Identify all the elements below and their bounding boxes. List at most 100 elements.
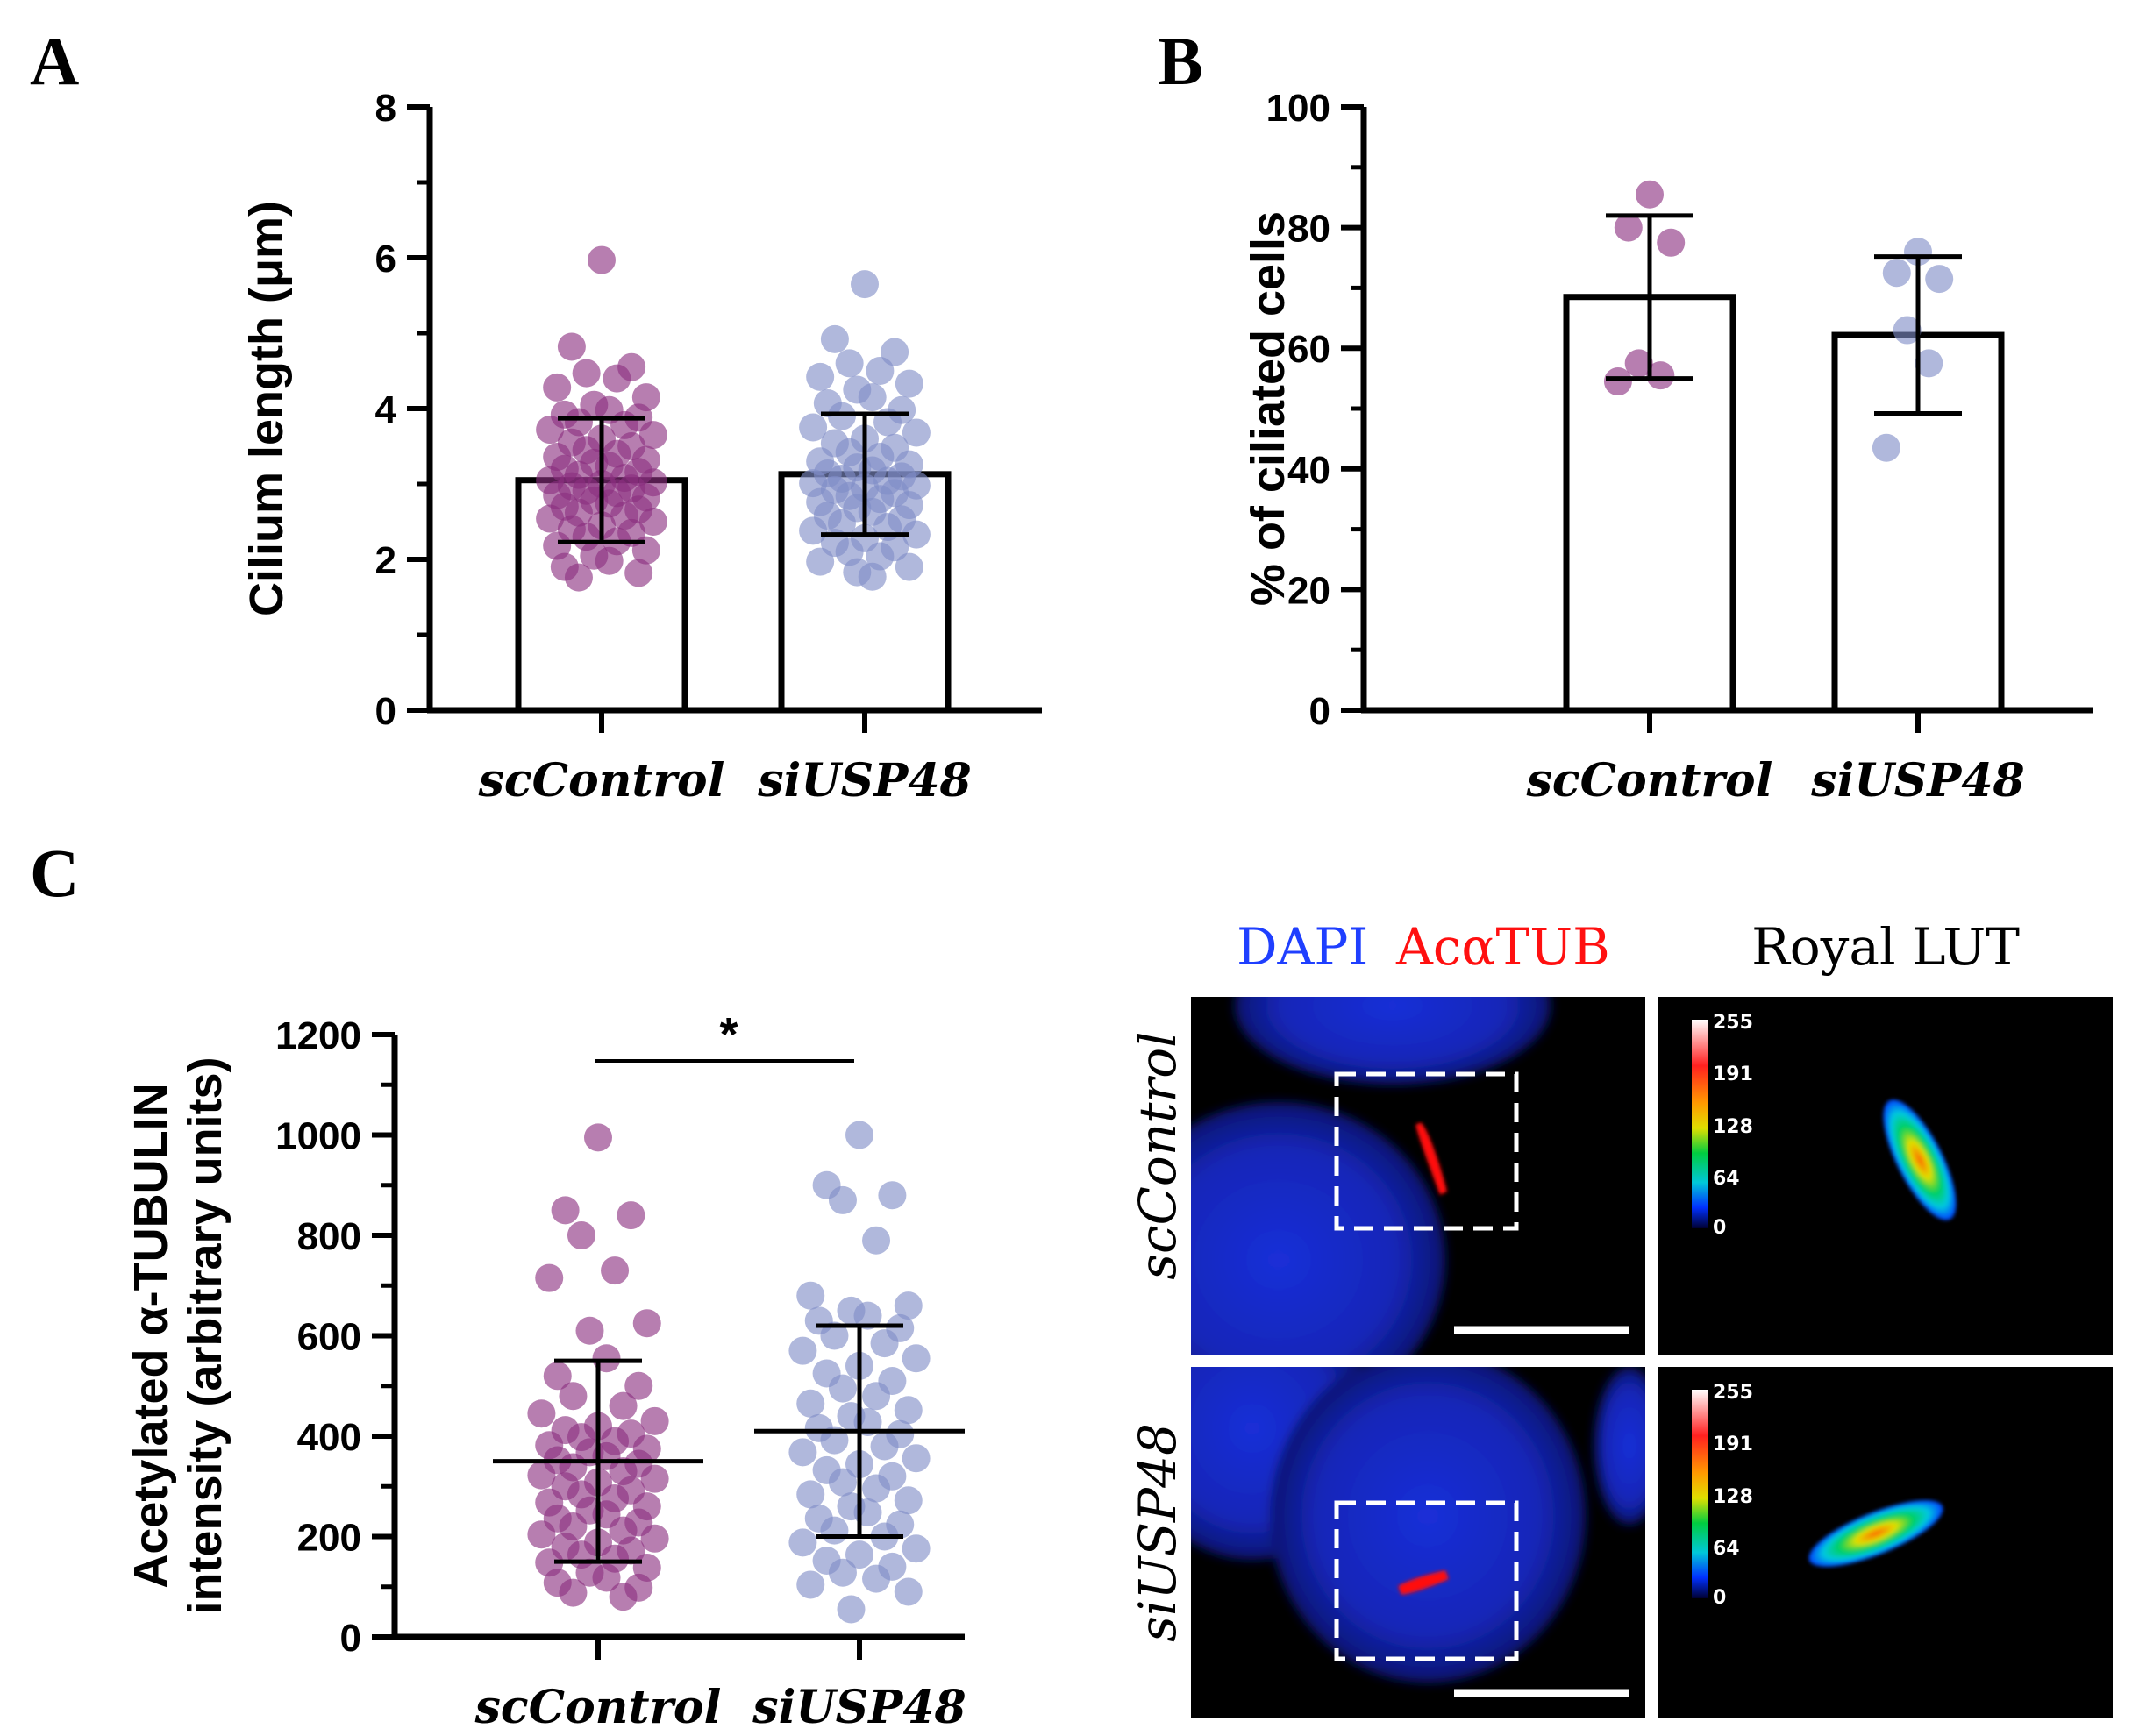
cbar-label-0: 0	[1713, 1587, 1726, 1609]
panel-letter-b: B	[1158, 23, 1203, 99]
data-point-sccontrol	[640, 1524, 669, 1553]
data-point-siusp48	[881, 338, 909, 366]
data-point-siusp48	[895, 369, 923, 398]
data-point-siusp48	[858, 562, 887, 591]
data-point-siusp48	[1925, 265, 1954, 294]
data-point-siusp48	[837, 1595, 866, 1624]
y-tick-label: 2	[375, 539, 396, 582]
data-point-siusp48	[796, 1281, 825, 1310]
data-point-sccontrol	[595, 546, 624, 575]
data-point-sccontrol	[527, 1461, 556, 1490]
micrograph-siusp48-merge	[1191, 1367, 1645, 1718]
data-point-sccontrol	[1624, 349, 1653, 378]
cbar-label-64: 64	[1713, 1168, 1740, 1190]
data-point-sccontrol	[527, 1399, 556, 1428]
data-point-siusp48	[894, 1396, 923, 1425]
significance-marker: *	[719, 1008, 738, 1061]
y-axis-label-line2: intensity (arbitrary units)	[179, 1057, 232, 1614]
data-point-sccontrol	[543, 373, 572, 402]
colorbar-sccontrol	[1692, 1020, 1708, 1228]
data-point-siusp48	[799, 516, 828, 545]
data-point-sccontrol	[592, 1563, 621, 1592]
y-tick-label: 20	[1287, 569, 1330, 612]
data-point-sccontrol	[551, 1196, 580, 1225]
data-point-siusp48	[878, 1181, 907, 1210]
data-point-sccontrol	[1603, 367, 1632, 396]
data-point-sccontrol	[557, 332, 586, 361]
data-point-siusp48	[902, 418, 931, 447]
data-point-siusp48	[853, 1301, 882, 1330]
data-point-siusp48	[806, 547, 835, 576]
data-point-siusp48	[828, 1558, 857, 1587]
data-point-siusp48	[788, 1438, 817, 1467]
data-point-sccontrol	[601, 1256, 630, 1285]
row-label-siusp48: siUSP48	[1128, 1423, 1187, 1642]
data-point-siusp48	[796, 1480, 825, 1509]
panel-letter-c: C	[30, 835, 79, 911]
data-point-sccontrol	[1657, 228, 1686, 257]
panel-letter-a: A	[30, 23, 79, 99]
data-point-siusp48	[835, 349, 864, 378]
y-tick-label: 0	[1309, 690, 1330, 733]
data-point-siusp48	[1872, 433, 1900, 462]
data-point-siusp48	[862, 1474, 891, 1503]
data-point-sccontrol	[609, 1391, 638, 1420]
y-tick-label: 1000	[275, 1115, 361, 1158]
data-point-sccontrol	[559, 1578, 588, 1607]
data-point-siusp48	[845, 1121, 873, 1149]
data-point-siusp48	[820, 1321, 849, 1350]
y-tick-label: 400	[297, 1416, 361, 1459]
data-point-sccontrol	[640, 1464, 669, 1493]
data-point-sccontrol	[640, 1406, 669, 1435]
y-axis-label: Cilium length (μm)	[240, 201, 293, 616]
cbar-label-191: 191	[1713, 1434, 1753, 1455]
data-point-siusp48	[788, 1528, 817, 1557]
x-category-label-siusp48: siUSP48	[1810, 754, 2024, 808]
cbar-label-64: 64	[1713, 1538, 1740, 1560]
data-point-sccontrol	[564, 563, 593, 592]
micrograph-sccontrol-lut: 255 191 128 64 0	[1658, 997, 2113, 1355]
data-point-siusp48	[862, 1226, 891, 1255]
data-point-sccontrol	[617, 1201, 645, 1230]
y-axis-label: % of ciliated cells	[1242, 211, 1294, 606]
data-point-sccontrol	[575, 1316, 604, 1345]
data-point-sccontrol	[536, 504, 565, 533]
data-point-siusp48	[870, 1329, 899, 1358]
data-point-siusp48	[866, 357, 895, 385]
data-point-siusp48	[902, 1444, 931, 1473]
y-tick-label: 200	[297, 1517, 361, 1560]
y-tick-label: 6	[375, 238, 396, 281]
y-tick-label: 0	[340, 1617, 361, 1660]
data-point-sccontrol	[603, 364, 631, 393]
data-point-sccontrol	[1646, 361, 1675, 390]
chart-b-ciliated-cells: 0 20 40 60 80 100 % of ciliated cells scControl…	[1242, 87, 2093, 808]
data-point-siusp48	[902, 1344, 931, 1373]
data-point-siusp48	[894, 1291, 923, 1320]
data-point-siusp48	[902, 1534, 931, 1563]
chart-a-cilium-length: 0 2 4 6 8 Cilium length (μm) scControl siUSP48	[240, 87, 1042, 808]
data-point-siusp48	[895, 552, 923, 581]
cbar-label-191: 191	[1713, 1064, 1753, 1085]
data-point-sccontrol	[1636, 180, 1664, 209]
y-tick-label: 0	[375, 690, 396, 733]
data-point-siusp48	[1893, 316, 1922, 345]
row-label-sccontrol: scControl	[1128, 1031, 1187, 1279]
y-tick-label: 1200	[275, 1014, 361, 1057]
data-point-siusp48	[796, 1570, 825, 1599]
y-tick-label: 4	[375, 388, 397, 431]
data-point-siusp48	[796, 1389, 825, 1418]
data-point-sccontrol	[588, 245, 616, 274]
data-point-siusp48	[1915, 349, 1943, 378]
cbar-label-128: 128	[1713, 1486, 1753, 1508]
data-point-siusp48	[845, 1540, 873, 1569]
x-category-label-siusp48: siUSP48	[752, 1681, 966, 1734]
data-point-siusp48	[820, 1516, 849, 1545]
data-point-sccontrol	[624, 1371, 653, 1400]
data-point-siusp48	[902, 520, 931, 549]
y-tick-label: 600	[297, 1316, 361, 1359]
data-point-siusp48	[828, 1374, 857, 1403]
data-point-siusp48	[894, 1577, 923, 1606]
data-point-siusp48	[1882, 259, 1911, 288]
colorbar-siusp48	[1692, 1390, 1708, 1598]
data-point-siusp48	[828, 1468, 857, 1497]
